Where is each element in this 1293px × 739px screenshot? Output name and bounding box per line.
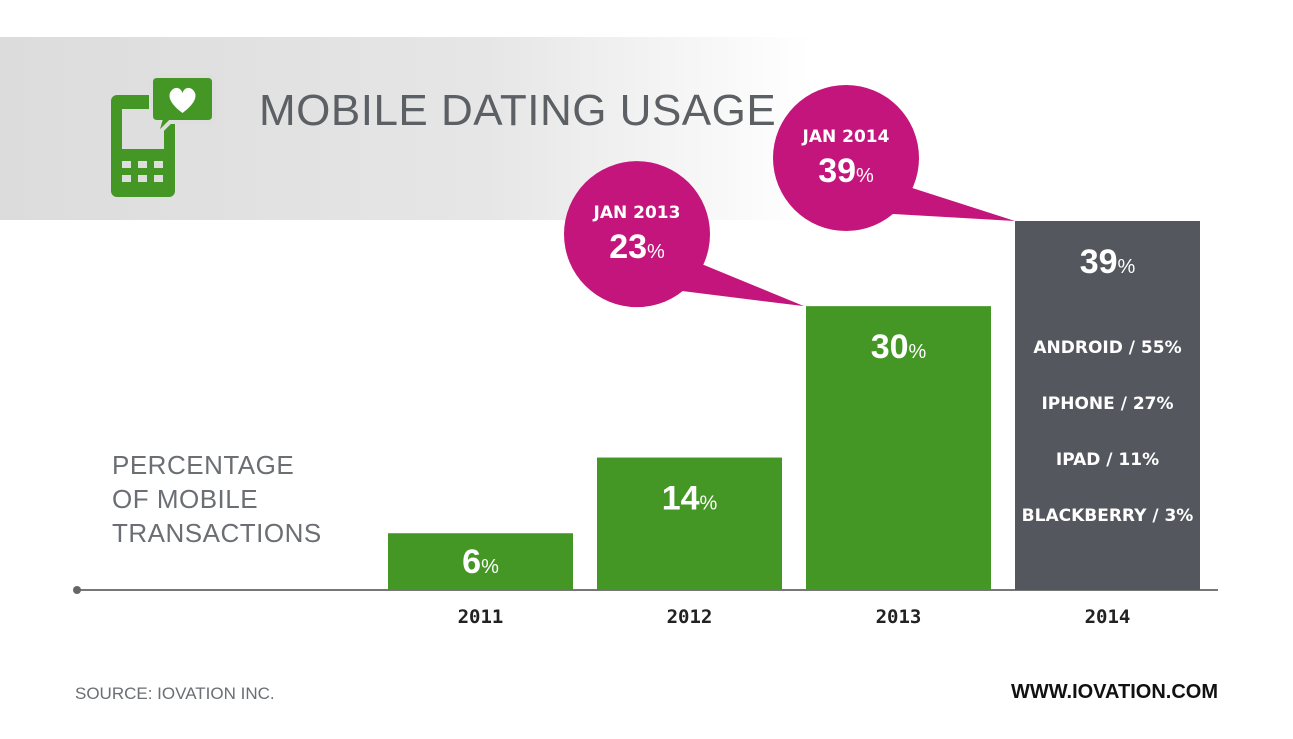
- y-axis-label-line: OF MOBILE: [112, 484, 259, 514]
- breakdown-item: BLACKBERRY / 3%: [1022, 506, 1194, 526]
- callout-pointer: [667, 262, 804, 307]
- callout-value: 39%: [818, 152, 874, 190]
- breakdown-item: ANDROID / 55%: [1033, 338, 1181, 358]
- bar-2011: [388, 533, 573, 590]
- x-tick-label: 2014: [1085, 606, 1131, 628]
- bar-value-label: 14%: [662, 480, 718, 518]
- breakdown-item: IPHONE / 27%: [1041, 394, 1173, 414]
- y-axis-label-line: PERCENTAGE: [112, 450, 295, 480]
- phone-heart-icon: [111, 74, 216, 197]
- bar-value-label: 6%: [462, 543, 499, 581]
- bar-value-label: 39%: [1080, 243, 1136, 281]
- callout-date: JAN 2014: [802, 127, 890, 147]
- x-tick-label: 2011: [458, 606, 504, 628]
- bar-value-label: 30%: [871, 328, 927, 366]
- callout-bubble: [564, 161, 710, 308]
- bar-2012: [597, 457, 782, 590]
- page-title: MOBILE DATING USAGE: [259, 86, 777, 135]
- callout-date: JAN 2013: [593, 203, 681, 223]
- y-axis-label-line: TRANSACTIONS: [112, 518, 322, 548]
- x-axis-origin-dot: [73, 586, 81, 594]
- breakdown-item: IPAD / 11%: [1056, 450, 1159, 470]
- y-axis-label: PERCENTAGE OF MOBILE TRANSACTIONS: [112, 448, 322, 550]
- x-tick-label: 2012: [667, 606, 713, 628]
- callout-value: 23%: [609, 228, 665, 266]
- bar-2013: [806, 306, 991, 590]
- callout-bubble: [773, 85, 919, 231]
- callout-pointer: [876, 186, 1015, 221]
- bar-2014: [1015, 221, 1200, 590]
- x-tick-label: 2013: [876, 606, 922, 628]
- website-link[interactable]: WWW.IOVATION.COM: [1010, 681, 1218, 703]
- source-note: SOURCE: IOVATION INC.: [75, 684, 275, 703]
